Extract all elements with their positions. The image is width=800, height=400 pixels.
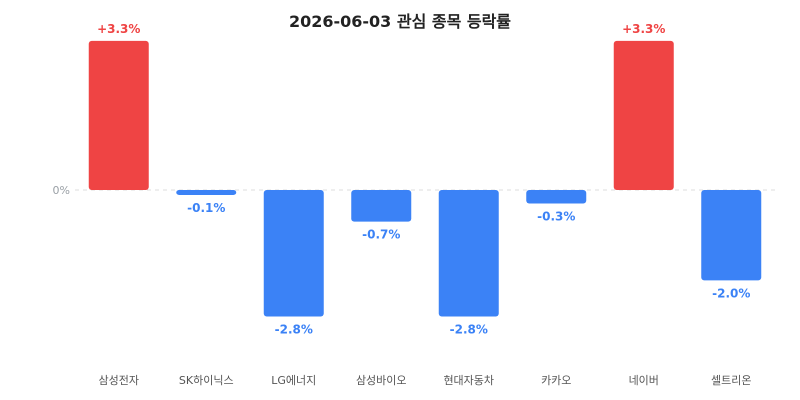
category-labels-group: 삼성전자 SK하이닉스 LG에너지 삼성바이오 현대자동차 카카오 네이버 셀트리온 [99,373,752,387]
zero-axis-label: 0% [53,184,70,197]
category-label-3: 삼성바이오 [356,374,407,387]
category-label-2: LG에너지 [271,374,316,387]
bars-group [88,40,762,317]
bar-1 [176,190,237,195]
chart-title: 2026-06-03 관심 종목 등락률 [289,12,511,31]
category-label-5: 카카오 [541,374,571,387]
bar-3 [351,190,412,222]
category-label-7: 셀트리온 [711,374,751,387]
category-label-4: 현대자동차 [443,374,494,387]
value-label-5: -0.3% [537,210,575,224]
bar-6 [613,40,674,191]
bar-2 [263,190,324,317]
value-label-6: +3.3% [622,22,665,36]
bar-5 [526,190,587,204]
category-label-0: 삼성전자 [99,374,139,387]
value-labels-group: +3.3% -0.1% -2.8% -0.7% -2.8% -0.3% +3.3% -2.0% [97,22,750,337]
value-label-3: -0.7% [362,228,400,242]
value-label-2: -2.8% [275,323,313,337]
bar-0 [88,40,149,191]
value-label-4: -2.8% [450,323,488,337]
bar-7 [701,190,762,281]
value-label-1: -0.1% [187,201,225,215]
value-label-7: -2.0% [712,286,750,300]
category-label-6: 네이버 [629,374,659,387]
category-label-1: SK하이닉스 [179,373,234,387]
bar-4 [438,190,499,317]
value-label-0: +3.3% [97,22,140,36]
